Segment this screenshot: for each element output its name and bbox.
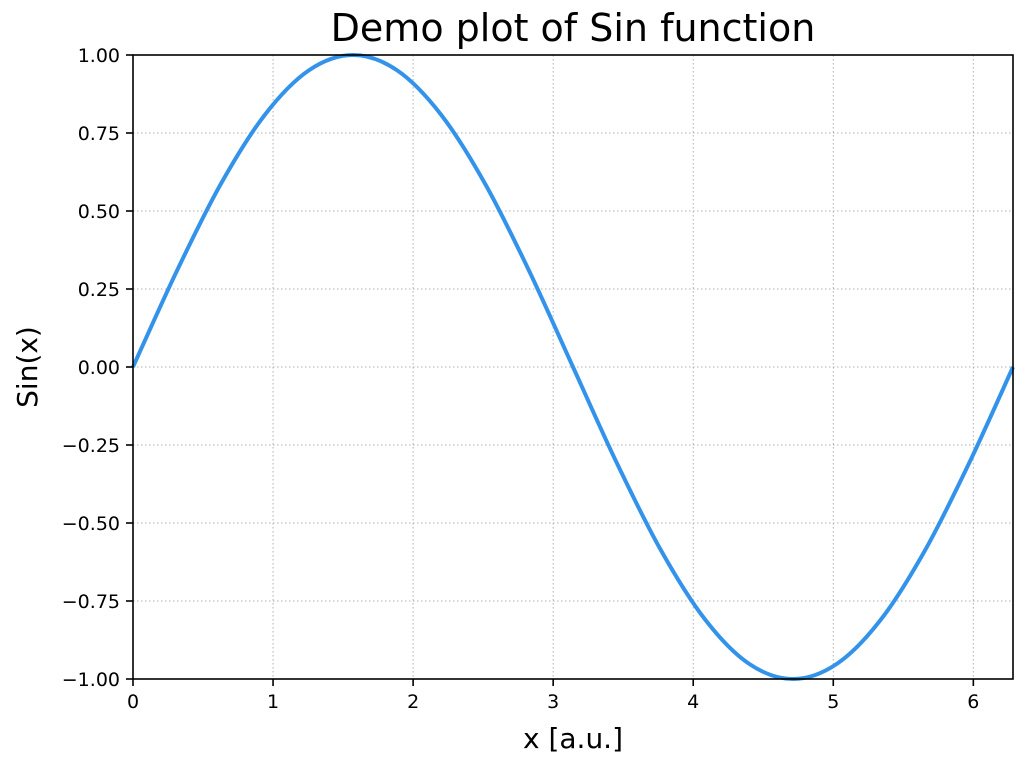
y-tick-label: −0.25 <box>62 435 120 457</box>
x-tick-label: 0 <box>127 691 139 713</box>
y-tick-label: 0.00 <box>78 357 120 379</box>
y-tick-label: 0.75 <box>78 123 120 145</box>
y-tick-label: 0.50 <box>78 201 120 223</box>
x-tick-label: 3 <box>547 691 559 713</box>
ticks: 0 1 2 3 4 5 6 −1.00 −0.75 −0.50 −0.25 0.00 0.25 0.50 0… <box>62 45 980 713</box>
y-tick-label: 0.25 <box>78 279 120 301</box>
x-tick-label: 5 <box>827 691 839 713</box>
y-tick-label: −1.00 <box>62 669 120 691</box>
x-tick-label: 1 <box>267 691 279 713</box>
x-tick-label: 6 <box>967 691 979 713</box>
y-tick-label: −0.50 <box>62 513 120 535</box>
y-tick-label: −0.75 <box>62 591 120 613</box>
y-axis-label: Sin(x) <box>11 326 44 408</box>
x-tick-label: 2 <box>407 691 419 713</box>
y-tick-label: 1.00 <box>78 45 120 67</box>
x-axis-label: x [a.u.] <box>523 722 623 755</box>
x-tick-label: 4 <box>687 691 699 713</box>
chart-title: Demo plot of Sin function <box>331 6 816 50</box>
